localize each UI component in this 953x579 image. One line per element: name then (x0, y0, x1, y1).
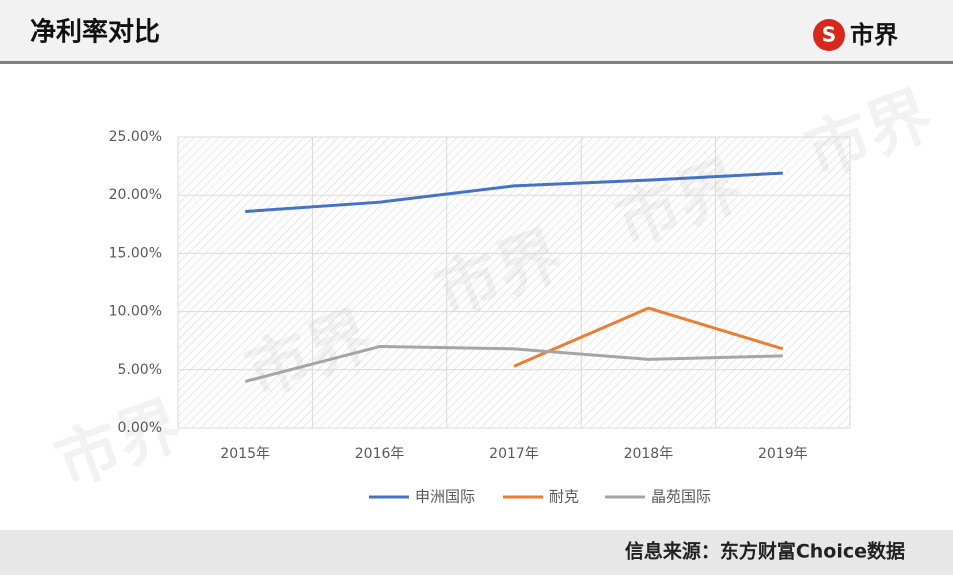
logo-circle (813, 19, 845, 51)
x-tick-label: 2016年 (355, 446, 405, 462)
watermark: 市界 (46, 388, 192, 501)
y-tick-label: 0.00% (118, 420, 162, 436)
chart-title: 净利率对比 (30, 17, 160, 48)
x-tick-label: 2015年 (220, 446, 270, 462)
x-tick-label: 2018年 (624, 446, 674, 462)
legend-label: 申洲国际 (415, 488, 475, 506)
y-tick-label: 5.00% (118, 362, 162, 378)
watermark: 市界 (796, 78, 942, 191)
x-tick-label: 2017年 (489, 446, 539, 462)
legend-label: 晶苑国际 (651, 488, 711, 506)
logo-mark: S (822, 23, 836, 47)
series-line (244, 345, 783, 383)
logo: S 市界 (813, 19, 898, 51)
x-tick-label: 2019年 (758, 446, 808, 462)
series-line (245, 171, 783, 213)
series-line (513, 306, 784, 368)
y-tick-label: 10.00% (109, 304, 162, 320)
footer-band (0, 530, 953, 575)
header-rule (0, 61, 953, 64)
legend-label: 耐克 (549, 488, 579, 506)
header-band (0, 0, 953, 62)
y-tick-label: 20.00% (109, 187, 162, 203)
y-tick-label: 15.00% (109, 245, 162, 261)
logo-text: 市界 (850, 21, 898, 49)
y-tick-label: 25.00% (109, 129, 162, 145)
source-note: 信息来源：东方财富Choice数据 (625, 540, 905, 563)
